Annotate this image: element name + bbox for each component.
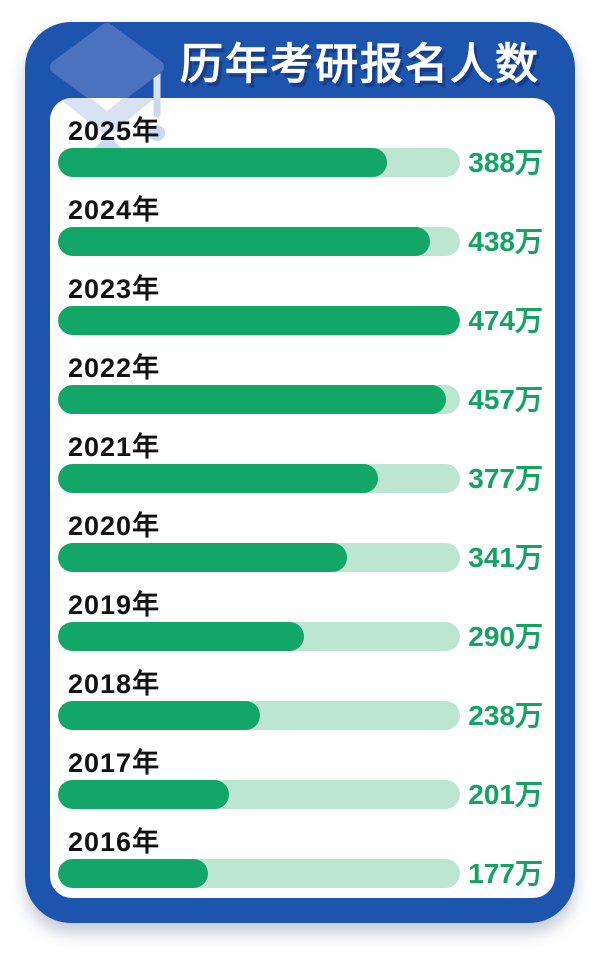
bar-track bbox=[58, 622, 461, 651]
value-label: 438万 bbox=[468, 226, 543, 257]
bar-line: 377万 bbox=[58, 463, 543, 494]
bar-track bbox=[58, 780, 461, 809]
year-label: 2023年 bbox=[68, 274, 161, 304]
bar-fill bbox=[58, 227, 430, 256]
bar-fill bbox=[58, 306, 461, 335]
cap-underside-icon bbox=[58, 98, 156, 134]
bar-line: 438万 bbox=[58, 226, 543, 257]
year-label: 2021年 bbox=[68, 432, 161, 462]
value-label: 177万 bbox=[468, 858, 543, 889]
bar-track bbox=[58, 306, 461, 335]
year-label: 2025年 bbox=[68, 116, 161, 146]
year-label: 2020年 bbox=[68, 511, 161, 541]
value-label: 341万 bbox=[468, 542, 543, 573]
chart-row: 2019年 290万 bbox=[58, 590, 543, 652]
bar-track bbox=[58, 227, 461, 256]
value-label: 238万 bbox=[468, 700, 543, 731]
chart-row: 2024年 438万 bbox=[58, 195, 543, 257]
bar-fill bbox=[58, 543, 348, 572]
value-label: 457万 bbox=[468, 384, 543, 415]
bar-line: 388万 bbox=[58, 147, 543, 178]
chart-row: 2021年 377万 bbox=[58, 432, 543, 494]
year-label: 2017年 bbox=[68, 748, 161, 778]
bar-line: 201万 bbox=[58, 779, 543, 810]
year-label: 2019年 bbox=[68, 590, 161, 620]
value-label: 201万 bbox=[468, 779, 543, 810]
bar-fill bbox=[58, 622, 305, 651]
year-label: 2016年 bbox=[68, 827, 161, 857]
year-label: 2018年 bbox=[68, 669, 161, 699]
bar-line: 457万 bbox=[58, 384, 543, 415]
chart-row: 2025年 388万 bbox=[58, 116, 543, 178]
value-label: 290万 bbox=[468, 621, 543, 652]
chart-row: 2017年 201万 bbox=[58, 748, 543, 810]
chart-rows: 2025年 388万 2024年 438万 bbox=[58, 116, 543, 889]
bar-fill bbox=[58, 464, 378, 493]
bar-fill bbox=[58, 385, 446, 414]
bar-line: 290万 bbox=[58, 621, 543, 652]
bar-track bbox=[58, 148, 461, 177]
bar-line: 474万 bbox=[58, 305, 543, 336]
bar-line: 238万 bbox=[58, 700, 543, 731]
year-label: 2022年 bbox=[68, 353, 161, 383]
bar-line: 177万 bbox=[58, 858, 543, 889]
chart-row: 2018年 238万 bbox=[58, 669, 543, 731]
bar-track bbox=[58, 385, 461, 414]
bar-fill bbox=[58, 859, 209, 888]
poster-panel: 历年考研报名人数 2025年 3 bbox=[25, 22, 575, 923]
bar-fill bbox=[58, 148, 388, 177]
bar-line: 341万 bbox=[58, 542, 543, 573]
bar-track bbox=[58, 464, 461, 493]
chart-row: 2016年 177万 bbox=[58, 827, 543, 889]
chart-row: 2020年 341万 bbox=[58, 511, 543, 573]
chart-row: 2023年 474万 bbox=[58, 274, 543, 336]
chart-row: 2022年 457万 bbox=[58, 353, 543, 415]
bar-track bbox=[58, 859, 461, 888]
bar-track bbox=[58, 543, 461, 572]
cap-board-icon bbox=[50, 23, 164, 111]
tassel-dot-icon bbox=[149, 125, 165, 141]
chart-card: 2025年 388万 2024年 438万 bbox=[50, 98, 555, 898]
page-title: 历年考研报名人数 bbox=[180, 41, 540, 89]
year-label: 2024年 bbox=[68, 195, 161, 225]
value-label: 388万 bbox=[468, 147, 543, 178]
bar-fill bbox=[58, 701, 260, 730]
value-label: 474万 bbox=[468, 305, 543, 336]
bar-fill bbox=[58, 780, 229, 809]
bar-track bbox=[58, 701, 461, 730]
value-label: 377万 bbox=[468, 463, 543, 494]
